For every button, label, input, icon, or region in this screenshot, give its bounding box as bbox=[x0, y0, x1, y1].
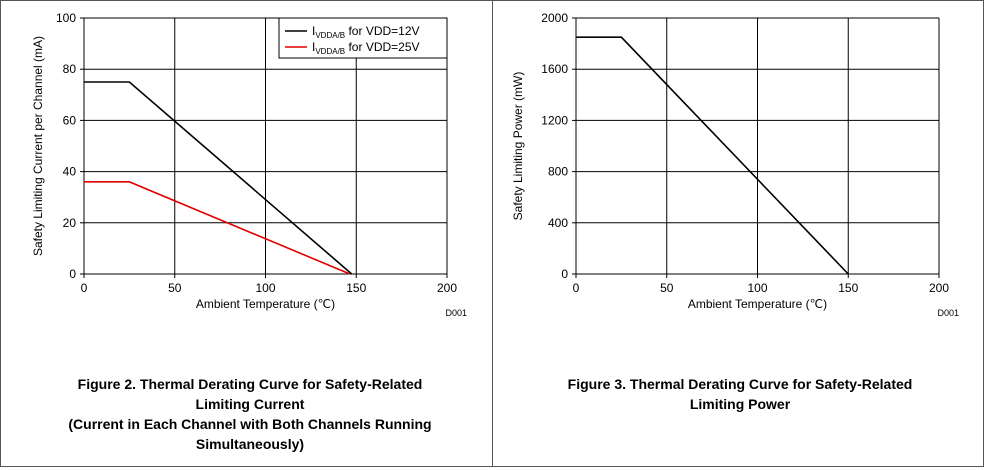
y-tick-label: 1200 bbox=[541, 113, 568, 127]
x-tick-label: 200 bbox=[437, 281, 457, 295]
x-tick-label: 200 bbox=[929, 281, 949, 295]
x-tick-label: 50 bbox=[168, 281, 182, 295]
caption-line: Figure 3. Thermal Derating Curve for Saf… bbox=[567, 376, 913, 392]
y-tick-label: 0 bbox=[561, 267, 568, 281]
y-tick-label: 0 bbox=[69, 267, 76, 281]
x-axis-label: Ambient Temperature (℃) bbox=[688, 297, 827, 311]
y-tick-label: 40 bbox=[63, 165, 77, 179]
x-tick-label: 0 bbox=[81, 281, 88, 295]
x-tick-label: 150 bbox=[346, 281, 366, 295]
legend-entry: IVDDA/B for VDD=12V bbox=[312, 24, 420, 40]
x-tick-label: 50 bbox=[660, 281, 674, 295]
x-tick-label: 0 bbox=[573, 281, 580, 295]
current-derating-chart: 0 50 100 150 200 0 20 40 60 80 100 Ambient Temperat… bbox=[31, 11, 467, 318]
figure-divider bbox=[492, 0, 493, 467]
caption-line: Simultaneously) bbox=[195, 436, 305, 452]
series-line bbox=[576, 36, 849, 275]
x-tick-label: 100 bbox=[747, 281, 767, 295]
y-tick-label: 800 bbox=[548, 165, 568, 179]
x-tick-label: 100 bbox=[255, 281, 275, 295]
y-tick-label: 400 bbox=[548, 216, 568, 230]
y-tick-label: 20 bbox=[63, 216, 77, 230]
figure-code: D001 bbox=[445, 308, 467, 318]
y-tick-label: 100 bbox=[56, 11, 76, 25]
x-axis-label: Ambient Temperature (℃) bbox=[196, 297, 335, 311]
figure-code: D001 bbox=[937, 308, 959, 318]
x-tick-label: 150 bbox=[838, 281, 858, 295]
legend-entry: IVDDA/B for VDD=25V bbox=[312, 40, 420, 56]
y-tick-label: 60 bbox=[63, 113, 77, 127]
y-tick-label: 80 bbox=[63, 62, 77, 76]
y-axis-label: Safety Limiting Current per Channel (mA) bbox=[31, 36, 45, 256]
caption-line: Limiting Power bbox=[689, 396, 791, 412]
caption-line: (Current in Each Channel with Both Chann… bbox=[68, 416, 432, 432]
caption-line: Figure 2. Thermal Derating Curve for Saf… bbox=[77, 376, 423, 392]
y-axis-label: Safety Limiting Power (mW) bbox=[511, 72, 525, 221]
y-tick-label: 1600 bbox=[541, 62, 568, 76]
series-line bbox=[84, 181, 351, 275]
y-tick-label: 2000 bbox=[541, 11, 568, 25]
legend-box bbox=[278, 17, 448, 59]
caption-line: Limiting Current bbox=[195, 396, 305, 412]
figure-2-caption: Figure 2. Thermal Derating Curve for Saf… bbox=[20, 374, 480, 454]
series-line bbox=[84, 81, 353, 275]
figure-3-caption: Figure 3. Thermal Derating Curve for Saf… bbox=[510, 374, 970, 414]
